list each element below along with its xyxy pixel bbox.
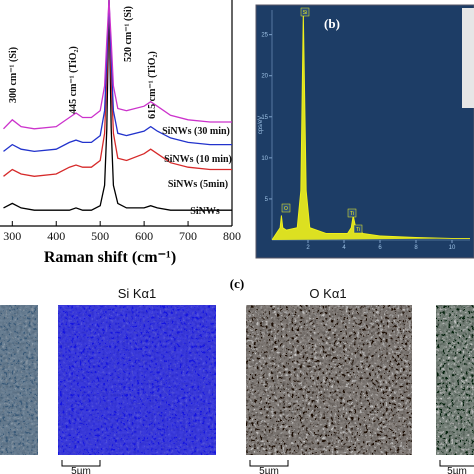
- curve-label: SiNWs: [190, 206, 220, 217]
- peak-label-box: [300, 7, 310, 17]
- peak-annotation: 520 cm⁻¹ (Si): [123, 6, 134, 62]
- y-tick-label: 25: [261, 33, 268, 39]
- y-tick-label: 10: [261, 156, 268, 162]
- map: [0, 305, 38, 455]
- peak-label: Ti: [356, 227, 360, 233]
- scale-bar: [439, 460, 474, 467]
- peak-annotation: 615 cm⁻¹ (TiO₂): [147, 51, 158, 119]
- x-tick-label: 8: [414, 245, 418, 251]
- curve-label: SiNWs (10 min): [164, 154, 232, 165]
- peak-annotation: 300 cm⁻¹ (Si): [8, 47, 19, 103]
- plot: [272, 10, 470, 240]
- x-tick-label: 600: [135, 229, 153, 243]
- series-line: [272, 10, 470, 240]
- scale-label: 5µm: [259, 466, 279, 474]
- curve-label: SiNWs (5min): [168, 179, 228, 190]
- x-tick-label: 4: [342, 245, 346, 251]
- map: [436, 305, 474, 455]
- scale-label: 5µm: [71, 466, 91, 474]
- x-tick-label: 10: [449, 245, 456, 251]
- series-line: [3, 0, 232, 211]
- x-tick-label: 400: [47, 229, 65, 243]
- peak-label-box: [347, 208, 357, 218]
- x-tick-label: 2: [306, 245, 310, 251]
- y-tick-label: 20: [261, 74, 268, 80]
- peak-label: O: [284, 206, 288, 212]
- series-line: [3, 0, 232, 130]
- peak-label-box: [353, 224, 363, 234]
- map: [246, 305, 412, 455]
- map-title: O Kα1: [309, 286, 346, 301]
- series-line: [3, 0, 232, 177]
- panel-label: (c): [230, 276, 244, 291]
- x-tick-label: 300: [3, 229, 21, 243]
- scale-label: 5µm: [447, 466, 467, 474]
- scale-bar: [249, 460, 289, 467]
- x-tick-label: 800: [223, 229, 241, 243]
- y-axis-label: cps/eV: [258, 116, 264, 134]
- y-tick-label: 5: [265, 197, 269, 203]
- y-tick-label: 15: [261, 115, 268, 121]
- map-title: Si Kα1: [118, 286, 157, 301]
- map: [58, 305, 216, 455]
- peak-label-box: [281, 203, 291, 213]
- x-tick-label: 6: [378, 245, 382, 251]
- peak-annotation: 445 cm⁻¹ (TiO₂): [68, 46, 79, 114]
- x-tick-label: 700: [179, 229, 197, 243]
- panel-label: (b): [324, 16, 340, 31]
- side-panel: [462, 8, 474, 108]
- scale-bar: [61, 460, 101, 467]
- x-axis-label: Raman shift (cm⁻¹): [44, 249, 176, 266]
- curve-label: SiNWs (30 min): [162, 126, 230, 137]
- peak-label: Ti: [350, 211, 354, 217]
- plot: [3, 0, 232, 211]
- x-tick-label: 500: [91, 229, 109, 243]
- peak-label: Si: [303, 10, 307, 16]
- eds-screen: [255, 4, 474, 259]
